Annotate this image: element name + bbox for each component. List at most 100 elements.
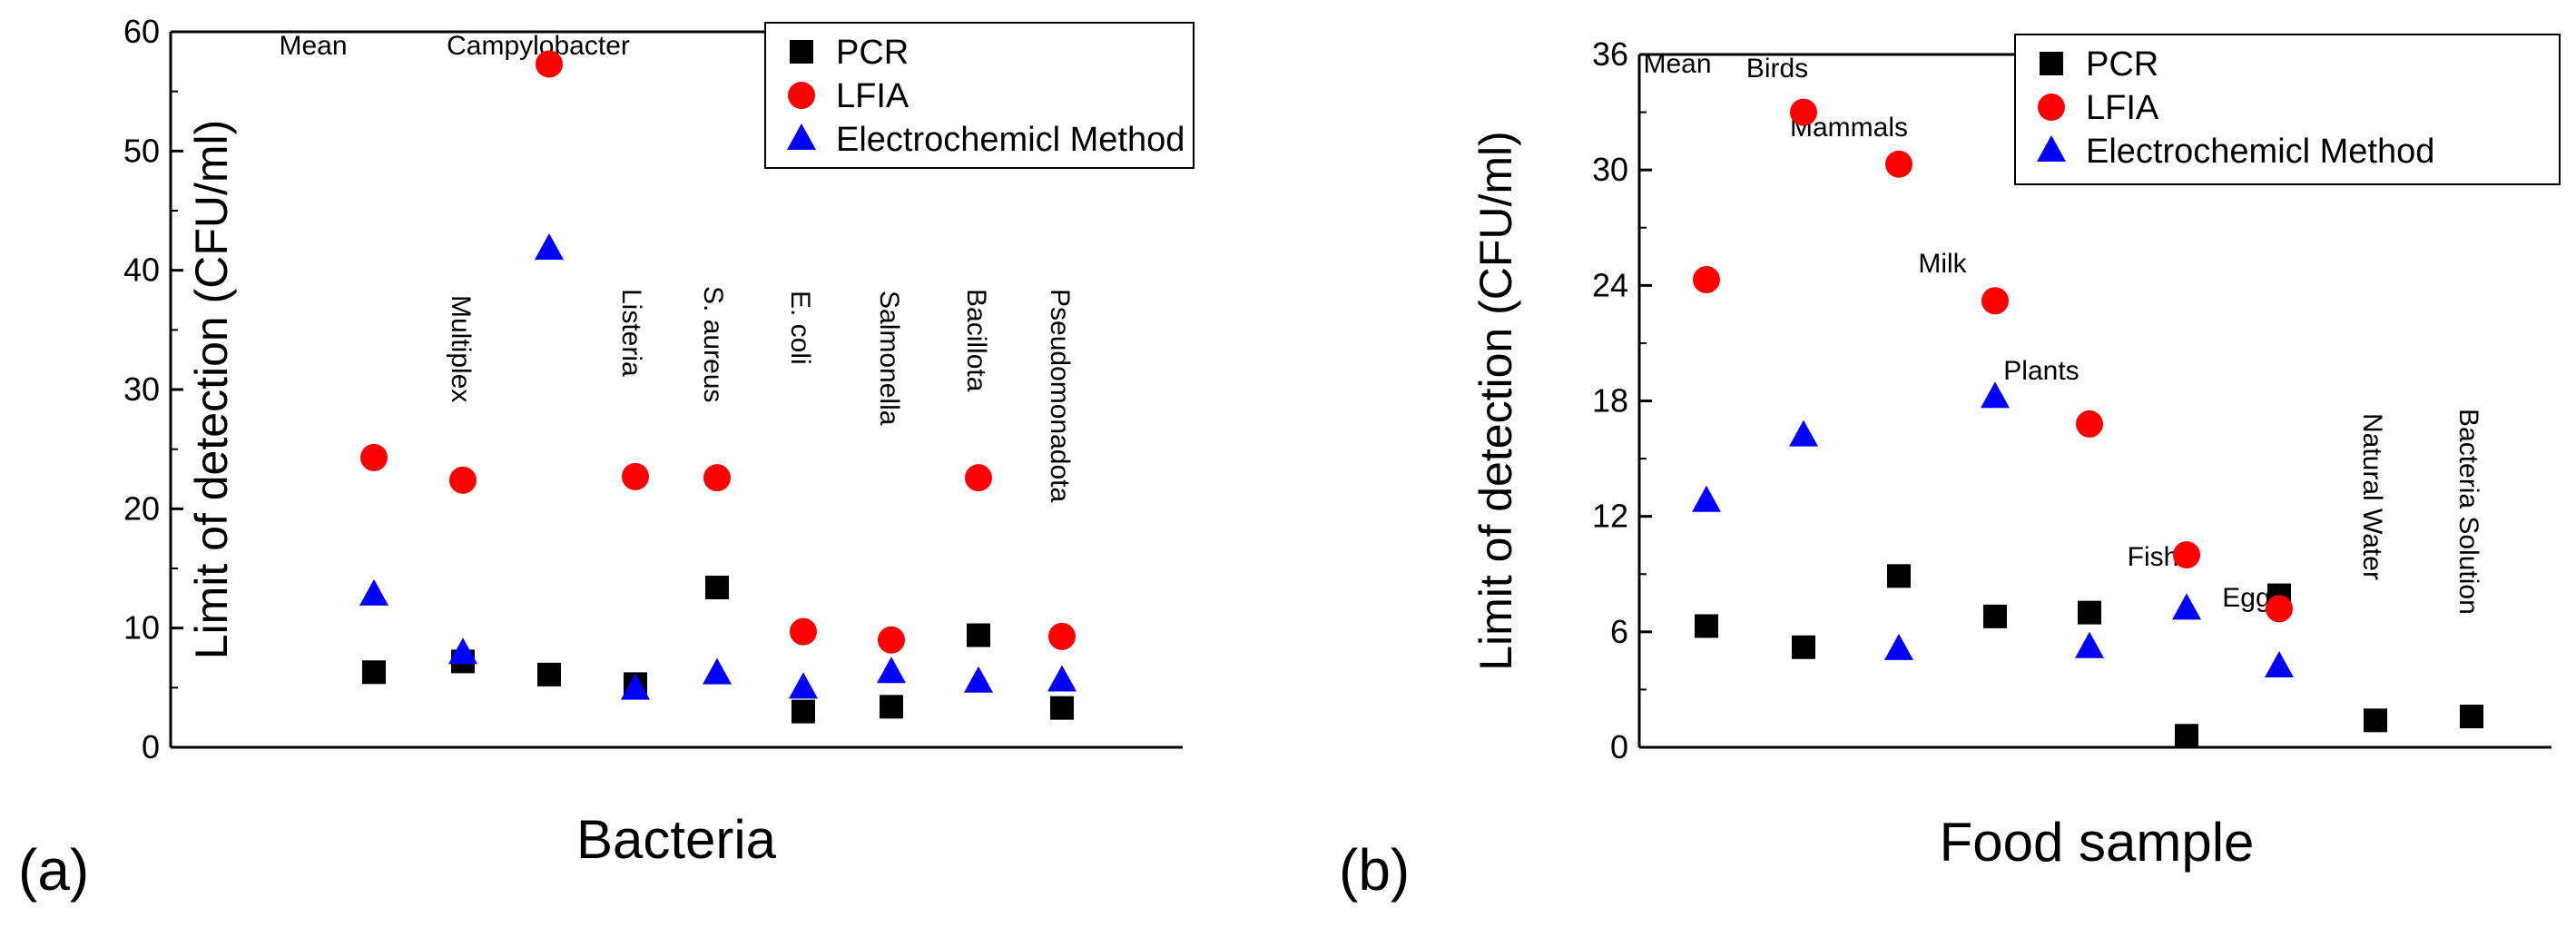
y-tick-label: 12 xyxy=(1592,498,1628,535)
series-lfia xyxy=(360,50,1076,654)
y-tick-label: 24 xyxy=(1592,266,1628,303)
category-label-listeria: Listeria xyxy=(616,289,646,377)
x-axis-label: Bacteria xyxy=(576,809,777,870)
category-label-fish: Fish xyxy=(2128,542,2179,572)
y-tick-label: 36 xyxy=(1592,35,1628,73)
legend-marker-lfia xyxy=(2038,94,2065,121)
category-label-s-aureus: S. aureus xyxy=(698,286,728,402)
point-pcr-birds xyxy=(1792,635,1815,659)
legend-box xyxy=(764,22,1195,169)
y-tick-label: 40 xyxy=(123,252,160,289)
point-pcr-s-aureus xyxy=(705,576,729,600)
y-tick-label: 50 xyxy=(123,132,160,169)
point-pcr-plants xyxy=(2078,600,2101,625)
legend-label-lfia: LFIA xyxy=(2086,89,2159,127)
point-electrochemicl-method-mammals xyxy=(1884,633,1913,660)
point-lfia-mammals xyxy=(1885,150,1912,178)
point-lfia-plants xyxy=(2076,410,2103,438)
point-electrochemicl-method-birds xyxy=(1789,420,1818,447)
legend-label-electrochemicl-method: Electrochemicl Method xyxy=(2086,133,2434,171)
panel-label-a: (a) xyxy=(18,837,89,903)
point-pcr-bacteria-solution xyxy=(2460,705,2483,729)
point-electrochemicl-method-milk xyxy=(1981,381,2010,409)
category-label-bacteria-solution: Bacteria Solution xyxy=(2453,409,2483,615)
y-tick-label: 30 xyxy=(123,370,160,408)
point-lfia-multiplex xyxy=(449,466,477,494)
point-lfia-milk xyxy=(1981,287,2009,315)
category-label-salmonella: Salmonella xyxy=(874,291,904,426)
point-lfia-s-aureus xyxy=(703,464,731,492)
y-tick-label: 30 xyxy=(1592,151,1628,188)
point-lfia-campylobacter xyxy=(536,50,563,78)
point-electrochemicl-method-listeria xyxy=(621,673,650,700)
y-axis-label: Limit of detection (CFU/ml) xyxy=(1470,131,1521,671)
point-electrochemicl-method-mean xyxy=(1692,485,1721,512)
y-tick-label: 6 xyxy=(1610,613,1628,650)
series-electrochemicl-method xyxy=(359,233,1077,700)
point-electrochemicl-method-s-aureus xyxy=(703,657,732,685)
point-pcr-fish xyxy=(2175,724,2198,748)
category-label-milk: Milk xyxy=(1918,249,1967,279)
point-lfia-e-coli xyxy=(790,617,817,646)
y-tick-label: 20 xyxy=(123,489,160,527)
legend-label-electrochemicl-method: Electrochemicl Method xyxy=(836,121,1185,159)
point-pcr-mammals xyxy=(1887,564,1911,588)
category-label-mean: Mean xyxy=(279,31,347,61)
point-lfia-bacillota xyxy=(965,464,992,492)
point-lfia-pseudomonadota xyxy=(1048,622,1076,650)
category-label-e-coli: E. coli xyxy=(785,291,815,365)
category-label-pseudomonadota: Pseudomonadota xyxy=(1045,289,1075,502)
y-tick-label: 0 xyxy=(142,728,160,765)
point-pcr-milk xyxy=(1983,604,2007,628)
point-lfia-mean xyxy=(1693,265,1720,293)
point-pcr-salmonella xyxy=(880,695,903,719)
x-axis-label: Food sample xyxy=(1940,812,2255,873)
point-electrochemicl-method-mean xyxy=(359,578,388,606)
point-lfia-fish xyxy=(2173,541,2200,569)
legend: PCR LFIA Electrochemicl Method xyxy=(764,22,1195,169)
category-label-natural-water: Natural Water xyxy=(2357,413,2387,580)
point-lfia-salmonella xyxy=(878,626,905,654)
legend-marker-electrochemicl-method xyxy=(2037,135,2066,162)
point-pcr-natural-water xyxy=(2364,708,2387,733)
series-pcr xyxy=(1695,564,2483,748)
point-lfia-listeria xyxy=(622,462,649,490)
y-tick-label: 10 xyxy=(123,609,160,647)
category-label-plants: Plants xyxy=(2003,356,2079,386)
category-label-mean: Mean xyxy=(1643,49,1711,79)
point-electrochemicl-method-plants xyxy=(2075,631,2104,658)
legend-marker-pcr xyxy=(2040,52,2063,75)
y-tick-label: 60 xyxy=(123,13,160,50)
series-electrochemicl-method xyxy=(1692,381,2294,677)
point-electrochemicl-method-e-coli xyxy=(789,672,818,699)
point-electrochemicl-method-pseudomonadota xyxy=(1047,665,1077,692)
legend-label-lfia: LFIA xyxy=(836,77,909,115)
point-pcr-pseudomonadota xyxy=(1050,696,1074,720)
point-electrochemicl-method-egg xyxy=(2265,650,2294,677)
point-electrochemicl-method-fish xyxy=(2172,593,2201,620)
category-label-birds: Birds xyxy=(1746,54,1808,84)
legend-box xyxy=(2014,34,2561,185)
category-label-egg: Egg xyxy=(2222,583,2270,613)
y-tick-label: 18 xyxy=(1592,382,1628,420)
point-pcr-mean xyxy=(1695,614,1718,638)
category-label-bacillota: Bacillota xyxy=(961,289,991,392)
legend-marker-electrochemicl-method xyxy=(787,123,816,150)
point-pcr-bacillota xyxy=(967,623,990,647)
point-pcr-e-coli xyxy=(791,699,815,724)
point-lfia-mean xyxy=(360,443,388,471)
point-pcr-mean xyxy=(362,660,386,685)
legend-label-pcr: PCR xyxy=(836,34,909,72)
point-electrochemicl-method-salmonella xyxy=(877,657,906,684)
legend-marker-pcr xyxy=(790,40,813,64)
point-electrochemicl-method-campylobacter xyxy=(535,233,564,261)
legend-label-pcr: PCR xyxy=(2086,45,2158,84)
point-pcr-campylobacter xyxy=(537,662,561,686)
category-label-multiplex: Multiplex xyxy=(446,295,476,402)
y-axis-label: Limit of detection (CFU/ml) xyxy=(186,120,237,660)
point-electrochemicl-method-bacillota xyxy=(964,666,993,693)
series-lfia xyxy=(1693,98,2293,623)
legend-marker-lfia xyxy=(788,82,815,109)
